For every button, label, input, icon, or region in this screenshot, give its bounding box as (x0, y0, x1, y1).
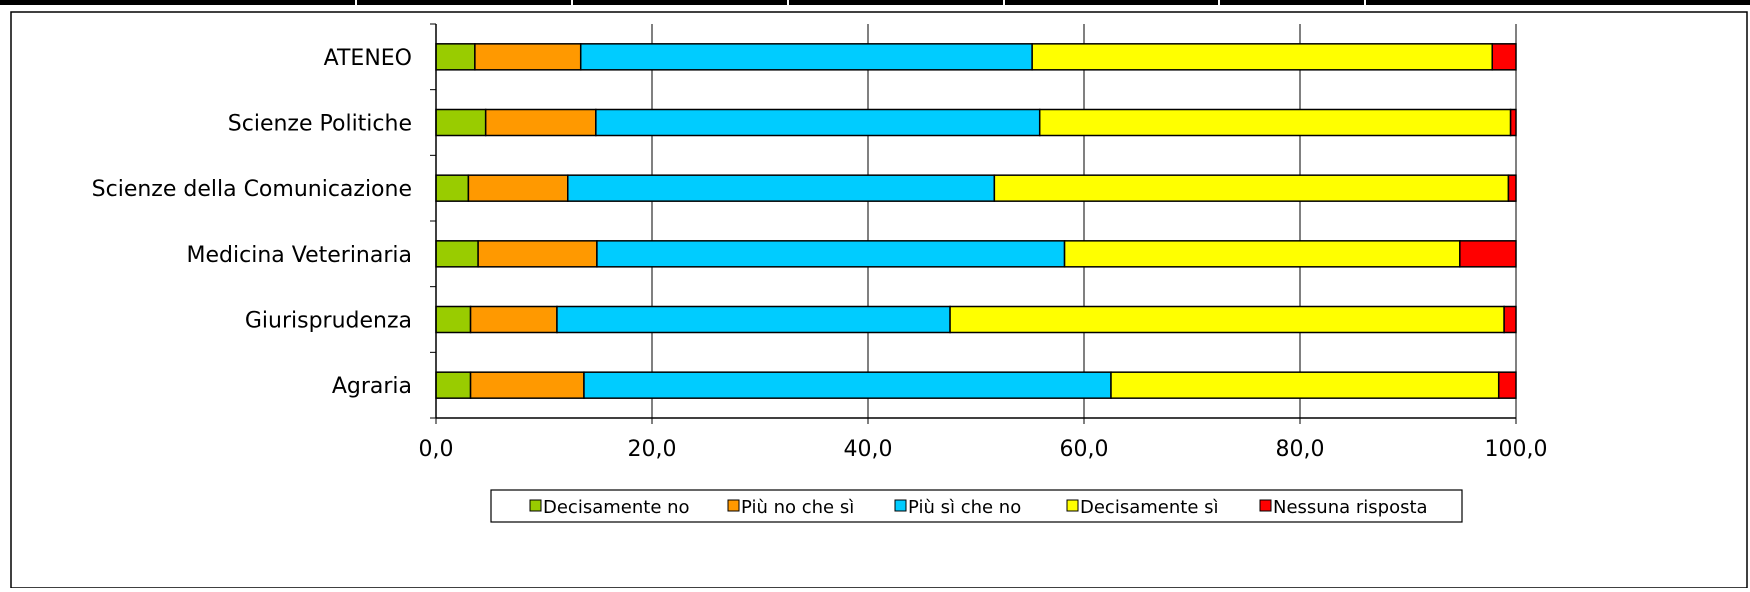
legend-label: Decisamente sì (1080, 497, 1219, 518)
legend: Decisamente no Più no che sì Più sì che no… (490, 489, 1463, 523)
bar-segment (435, 108, 487, 137)
axes-layer (430, 23, 1517, 424)
bar-segment (435, 240, 479, 268)
legend-swatch (1259, 499, 1272, 512)
labels-layer: ATENEO Scienze Politiche Scienze della Com… (92, 46, 1548, 462)
bar-segment (1509, 108, 1517, 137)
bar-segment (556, 305, 951, 334)
bar-segment (1063, 240, 1461, 268)
bar-segment (1110, 371, 1500, 399)
x-tick-label: 40,0 (844, 437, 893, 462)
legend-box (490, 489, 1463, 523)
bar-segment (469, 305, 558, 334)
legend-label: Più sì che no (908, 497, 1021, 518)
top-table-strip (0, 0, 1750, 5)
bar-segment (1507, 174, 1517, 202)
bar-segment (1031, 43, 1493, 71)
bar-segment (579, 43, 1033, 71)
category-label: Medicina Veterinaria (187, 243, 412, 268)
legend-swatch (894, 499, 907, 512)
bar-segment (435, 305, 472, 334)
bar-segment (596, 240, 1066, 268)
legend-label: Decisamente no (543, 497, 690, 518)
legend-swatch (529, 499, 542, 512)
category-label: Scienze della Comunicazione (92, 177, 412, 202)
category-label: Agraria (332, 374, 412, 399)
bar-segment (435, 43, 476, 71)
category-label: ATENEO (324, 46, 412, 71)
legend-swatch (727, 499, 740, 512)
bar-segment (474, 43, 582, 71)
bar-segment (435, 371, 472, 399)
x-tick-label: 20,0 (628, 437, 677, 462)
bar-segment (1497, 371, 1517, 399)
bar-segment (567, 174, 996, 202)
bar-segment (949, 305, 1505, 334)
legend-label: Nessuna risposta (1273, 497, 1428, 518)
bar-segment (467, 174, 569, 202)
x-tick-label: 100,0 (1485, 437, 1548, 462)
grid-layer (651, 24, 1517, 418)
bar-segment (435, 174, 470, 202)
legend-swatch (1066, 499, 1079, 512)
x-tick-label: 60,0 (1060, 437, 1109, 462)
x-tick-label: 80,0 (1276, 437, 1325, 462)
bar-segment (1491, 43, 1517, 71)
category-label: Giurisprudenza (245, 309, 412, 334)
bar-segment (484, 108, 597, 137)
category-label: Scienze Politiche (228, 112, 412, 137)
bar-segment (993, 174, 1510, 202)
legend-label: Più no che sì (741, 497, 854, 518)
bar-segment (1038, 108, 1512, 137)
x-tick-label: 0,0 (419, 437, 454, 462)
bar-segment (1503, 305, 1517, 334)
bar-segment (1459, 240, 1517, 268)
bar-segment (595, 108, 1041, 137)
bar-segment (477, 240, 598, 268)
bars-layer (435, 43, 1517, 399)
bar-segment (583, 371, 1112, 399)
top-table-cells (355, 0, 1366, 5)
bar-segment (469, 371, 585, 399)
